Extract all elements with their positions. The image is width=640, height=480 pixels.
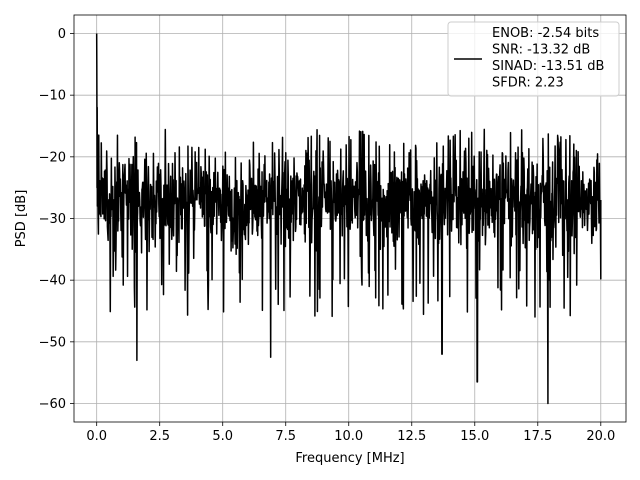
legend-sfdr: SFDR: 2.23 — [492, 76, 564, 91]
y-axis-ticks: 0 −10 −20 −30 −40 −50 −60 — [39, 27, 74, 412]
y-tick-label: −60 — [39, 397, 66, 412]
y-tick-label: −50 — [39, 335, 66, 350]
x-tick-label: 0.0 — [86, 429, 107, 444]
legend-sinad: SINAD: -13.51 dB — [492, 59, 604, 74]
x-tick-label: 12.5 — [397, 429, 426, 444]
x-tick-label: 15.0 — [460, 429, 489, 444]
y-tick-label: −30 — [39, 212, 66, 227]
legend-enob: ENOB: -2.54 bits — [492, 26, 599, 41]
y-tick-label: −20 — [39, 150, 66, 165]
series-line — [95, 33, 602, 405]
x-tick-label: 20.0 — [586, 429, 615, 444]
y-tick-label: −40 — [39, 274, 66, 289]
legend: ENOB: -2.54 bits SNR: -13.32 dB SINAD: -… — [447, 21, 620, 97]
x-axis-ticks: 0.0 2.5 5.0 7.5 10.0 12.5 15.0 17.5 20.0 — [86, 422, 615, 444]
x-tick-label: 10.0 — [334, 429, 363, 444]
y-tick-label: −10 — [39, 89, 66, 104]
legend-box — [447, 21, 620, 97]
x-axis-label: Frequency [MHz] — [295, 451, 404, 466]
legend-snr: SNR: -13.32 dB — [492, 43, 590, 58]
x-tick-label: 2.5 — [149, 429, 170, 444]
y-axis-label: PSD [dB] — [14, 190, 29, 248]
x-tick-label: 5.0 — [212, 429, 233, 444]
x-tick-label: 17.5 — [523, 429, 552, 444]
y-tick-label: 0 — [58, 27, 66, 42]
x-tick-label: 7.5 — [275, 429, 296, 444]
plot-area — [95, 33, 602, 405]
